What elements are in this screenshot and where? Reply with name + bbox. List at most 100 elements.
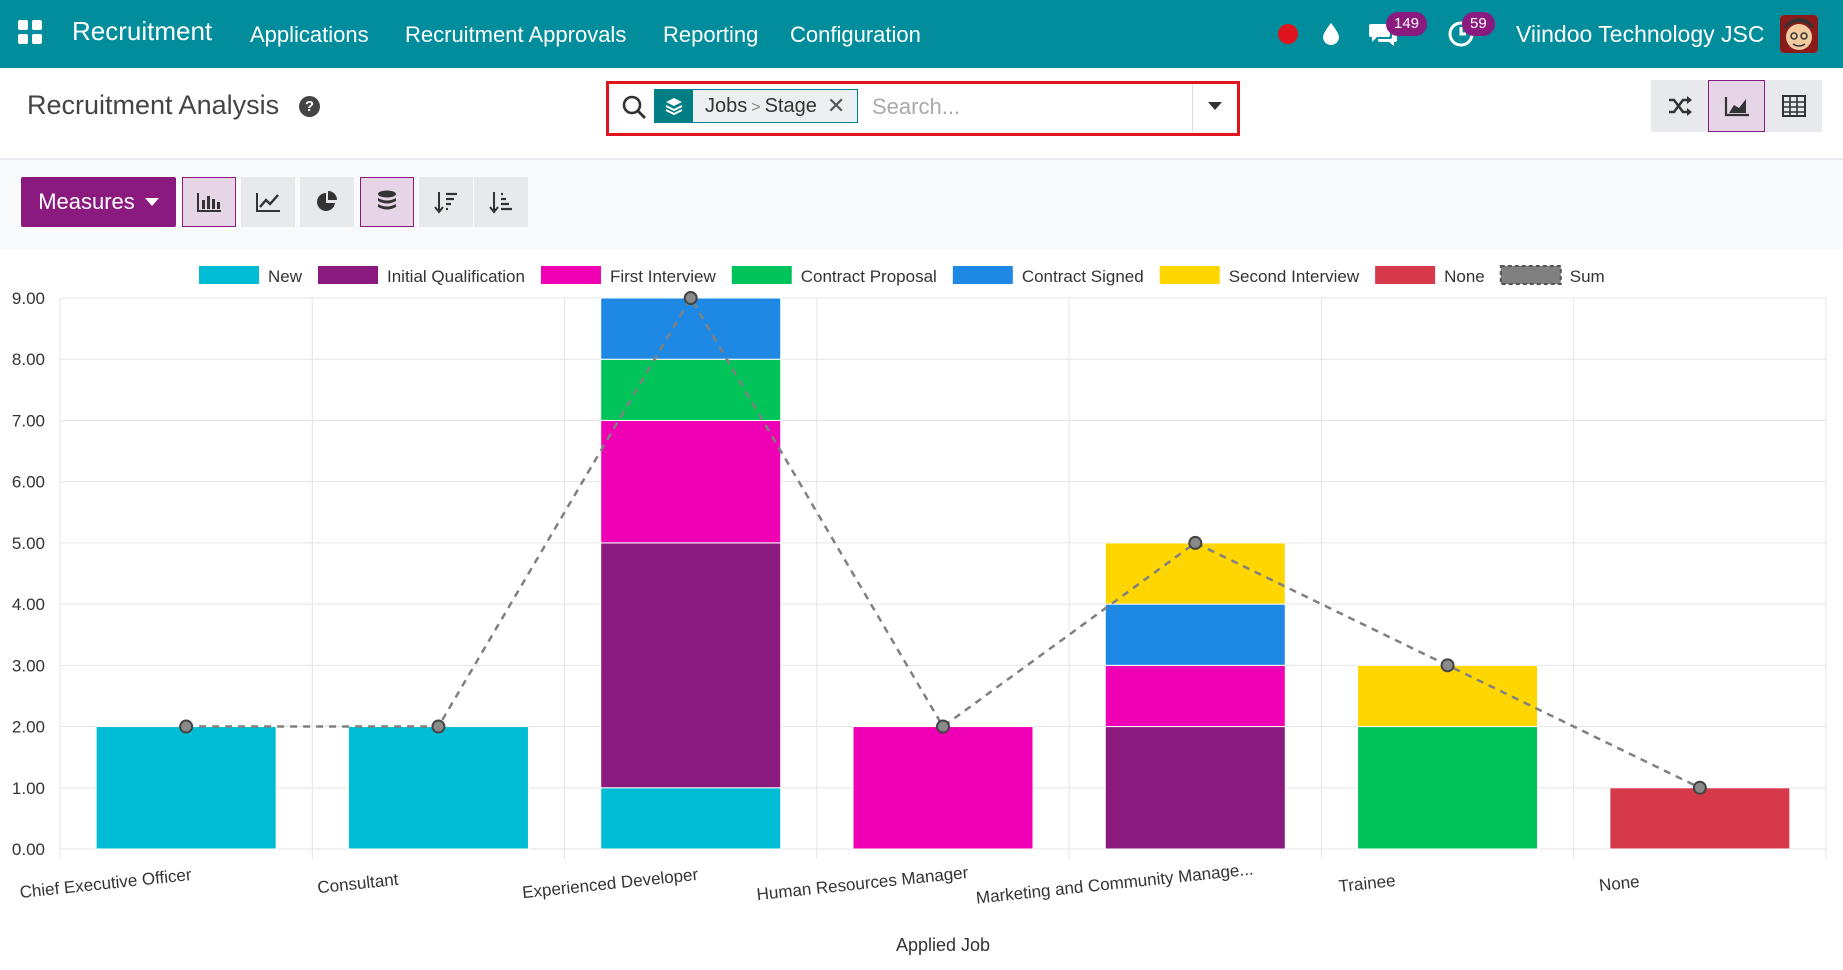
x-tick-label: Consultant bbox=[316, 870, 399, 897]
y-tick-label: 2.00 bbox=[12, 718, 45, 737]
legend-label: Sum bbox=[1570, 267, 1605, 286]
legend-label: Second Interview bbox=[1229, 267, 1360, 286]
messages-button[interactable]: 149 bbox=[1366, 12, 1428, 50]
table-icon bbox=[1781, 95, 1806, 117]
shuffle-icon bbox=[1668, 96, 1692, 116]
bar-segment bbox=[600, 297, 782, 360]
legend-swatch bbox=[952, 266, 1013, 284]
bar-chart-button[interactable] bbox=[182, 177, 236, 227]
legend-swatch bbox=[1159, 266, 1220, 284]
legend-swatch bbox=[318, 266, 379, 284]
menu-applications[interactable]: Applications bbox=[250, 22, 369, 47]
pivot-flip-axis-button[interactable] bbox=[1651, 80, 1708, 132]
sum-point bbox=[683, 291, 698, 305]
app-name[interactable]: Recruitment bbox=[72, 16, 213, 46]
y-tick-label: 7.00 bbox=[12, 411, 45, 430]
page-title: Recruitment Analysis bbox=[27, 90, 280, 120]
layers-icon bbox=[655, 90, 693, 122]
sort-descending-button[interactable] bbox=[419, 177, 473, 227]
legend-label: New bbox=[268, 267, 303, 286]
pivot-view-button[interactable] bbox=[1765, 80, 1822, 132]
y-tick-label: 1.00 bbox=[12, 779, 45, 798]
stacked-bar-chart: 0.00 1.00 2.00 3.00 4.00 5.00 6.00 7.00 8.00 9.00… bbox=[12, 265, 1827, 955]
sum-point bbox=[1440, 658, 1455, 673]
y-tick-label: 4.00 bbox=[12, 595, 45, 614]
sort-ascending-icon bbox=[489, 192, 512, 214]
legend-swatch bbox=[199, 266, 259, 284]
legend-label: Contract Signed bbox=[1022, 267, 1144, 286]
top-navbar: Recruitment Applications Recruitment App… bbox=[0, 0, 1843, 68]
bar-segment bbox=[95, 726, 277, 850]
y-tick-label: 0.00 bbox=[12, 840, 45, 859]
y-tick-label: 5.00 bbox=[12, 534, 45, 553]
pie-chart-button[interactable] bbox=[300, 177, 354, 227]
menu-configuration[interactable]: Configuration bbox=[790, 22, 921, 47]
bar-segment bbox=[852, 726, 1034, 850]
y-tick-label: 6.00 bbox=[12, 473, 45, 492]
y-tick-label: 3.00 bbox=[12, 656, 45, 675]
facet-group-jobs: Jobs bbox=[705, 94, 748, 117]
app-menu-icon[interactable] bbox=[18, 20, 44, 46]
chevron-down-icon bbox=[144, 198, 159, 206]
x-tick-label: Marketing and Community Manage... bbox=[975, 860, 1254, 908]
x-tick-label: Human Resources Manager bbox=[756, 863, 970, 904]
stacked-toggle-button[interactable] bbox=[360, 177, 414, 227]
sum-point bbox=[1692, 780, 1707, 795]
help-icon[interactable]: ? bbox=[299, 96, 320, 117]
drop-icon[interactable] bbox=[1318, 18, 1344, 50]
sort-ascending-button[interactable] bbox=[474, 177, 528, 227]
facet-group-stage: Stage bbox=[764, 94, 817, 117]
x-tick-label: Experienced Developer bbox=[521, 865, 699, 902]
legend-label: Contract Proposal bbox=[801, 267, 937, 286]
legend-label: None bbox=[1444, 267, 1485, 286]
legend-label: Initial Qualification bbox=[387, 267, 525, 286]
graph-area: 0.00 1.00 2.00 3.00 4.00 5.00 6.00 7.00 8.00 9.00… bbox=[0, 250, 1843, 965]
search-icon[interactable] bbox=[621, 94, 649, 122]
legend-swatch bbox=[540, 266, 601, 284]
menu-reporting[interactable]: Reporting bbox=[663, 22, 759, 47]
user-avatar[interactable] bbox=[1780, 15, 1818, 53]
y-tick-label: 8.00 bbox=[12, 350, 45, 369]
activities-button[interactable]: 59 bbox=[1446, 12, 1495, 50]
bar-segment bbox=[1104, 603, 1286, 666]
graph-view-button[interactable] bbox=[1708, 80, 1765, 132]
legend-label: First Interview bbox=[610, 267, 717, 286]
facet-remove-icon[interactable]: ✕ bbox=[826, 93, 846, 118]
bar-segment bbox=[1357, 726, 1539, 850]
bar-segment bbox=[347, 726, 529, 850]
bar-segment bbox=[1104, 542, 1286, 605]
bar-chart-icon bbox=[197, 193, 221, 212]
bar-segment bbox=[600, 787, 782, 850]
legend-swatch bbox=[731, 266, 792, 284]
x-tick-label: None bbox=[1598, 872, 1640, 895]
menu-recruitment-approvals[interactable]: Recruitment Approvals bbox=[405, 22, 627, 47]
area-chart-icon bbox=[1724, 97, 1749, 117]
bar-segment bbox=[1104, 664, 1286, 728]
line-chart-button[interactable] bbox=[241, 177, 295, 227]
search-bar-highlight bbox=[606, 81, 1240, 136]
company-switcher[interactable]: Viindoo Technology JSC bbox=[1516, 21, 1765, 47]
messages-count-badge: 149 bbox=[1386, 12, 1428, 36]
recording-icon[interactable] bbox=[1276, 18, 1300, 50]
bar-segment bbox=[600, 419, 782, 544]
search-input[interactable] bbox=[872, 88, 1192, 126]
sum-point bbox=[936, 719, 950, 734]
sum-point bbox=[179, 719, 194, 734]
bar-segment bbox=[1104, 726, 1286, 850]
bar-segment bbox=[1357, 664, 1539, 728]
x-tick-label: Chief Executive Officer bbox=[19, 865, 193, 902]
activities-count-badge: 59 bbox=[1462, 12, 1495, 36]
bar-segment bbox=[600, 542, 782, 789]
measures-label: Measures bbox=[38, 189, 135, 214]
divider bbox=[0, 158, 1843, 160]
pie-chart-icon bbox=[317, 191, 337, 211]
bar-segment bbox=[1609, 787, 1791, 850]
search-divider bbox=[1192, 84, 1193, 132]
legend-swatch bbox=[1499, 265, 1562, 285]
search-options-toggle[interactable] bbox=[1208, 102, 1222, 110]
search-facet-groupby: Jobs > Stage ✕ bbox=[654, 89, 859, 123]
measures-dropdown-button[interactable]: Measures bbox=[21, 177, 176, 227]
x-tick-label: Trainee bbox=[1338, 871, 1397, 896]
sum-point bbox=[431, 719, 446, 734]
sum-point bbox=[1188, 535, 1203, 550]
